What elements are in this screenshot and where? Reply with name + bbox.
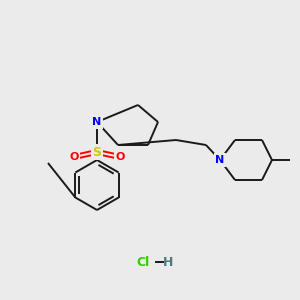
Text: N: N <box>215 155 225 165</box>
Text: S: S <box>92 146 101 158</box>
Text: O: O <box>115 152 125 162</box>
Text: H: H <box>163 256 173 268</box>
Text: Cl: Cl <box>136 256 150 268</box>
Text: N: N <box>92 117 102 127</box>
Text: O: O <box>69 152 79 162</box>
